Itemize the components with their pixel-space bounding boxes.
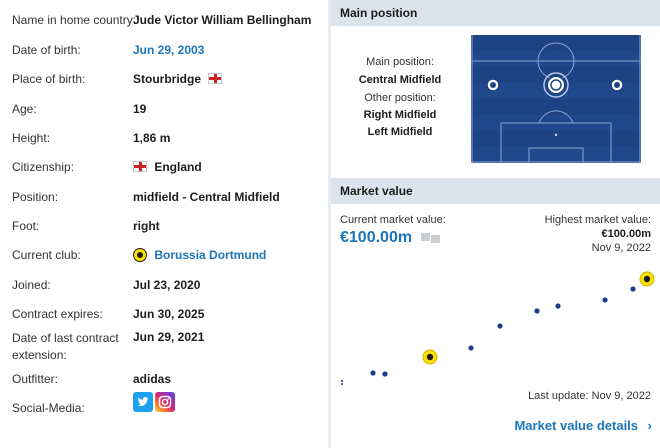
borussia-dortmund-crest-icon[interactable] (133, 248, 147, 262)
label-last-contract-extension-line1: Date of last contract (12, 331, 119, 345)
label-foot: Foot: (12, 219, 40, 233)
date-of-birth-link[interactable]: Jun 29, 2003 (133, 43, 205, 57)
market-value-header: Market value (331, 178, 660, 204)
label-social-media: Social-Media: (12, 401, 85, 415)
citizenship-text: England (154, 160, 202, 174)
label-height: Height: (12, 131, 51, 145)
value-age: 19 (133, 102, 147, 116)
label-contract-expires: Contract expires: (12, 307, 103, 321)
other-position-value-2: Left Midfield (367, 126, 433, 138)
pitch-stripe (471, 51, 641, 67)
value-position: midfield - Central Midfield (133, 190, 280, 204)
main-position-label: Main position: (366, 56, 434, 68)
current-club-value: Borussia Dortmund (133, 248, 266, 262)
label-name-home-country: Name in home country: (12, 13, 137, 27)
value-last-contract-extension: Jun 29, 2021 (133, 330, 205, 344)
place-of-birth-value: Stourbridge (133, 72, 223, 86)
chart-point-club-change[interactable] (422, 349, 438, 365)
chart-point[interactable] (341, 383, 343, 385)
label-date-of-birth: Date of birth: (12, 43, 81, 57)
value-contract-expires: Jun 30, 2025 (133, 307, 205, 321)
other-position-label: Other position: (364, 92, 436, 104)
chart-point[interactable] (468, 345, 474, 351)
market-value-chart[interactable] (331, 260, 660, 390)
label-last-contract-extension-line2: extension: (12, 348, 67, 362)
value-height: 1,86 m (133, 131, 171, 145)
place-of-birth-text: Stourbridge (133, 72, 201, 86)
label-current-club: Current club: (12, 248, 81, 262)
label-citizenship: Citizenship: (12, 160, 75, 174)
pitch-stripe (471, 147, 641, 163)
label-age: Age: (12, 102, 37, 116)
chart-point-current-club-core (643, 275, 651, 283)
last-update: Last update: Nov 9, 2022 (528, 390, 651, 402)
label-joined: Joined: (12, 278, 51, 292)
label-last-contract-extension: Date of last contract extension: (12, 330, 119, 364)
goal-area (528, 147, 584, 163)
label-position: Position: (12, 190, 59, 204)
compare-icon-part (421, 233, 430, 241)
main-position-header: Main position (331, 0, 660, 26)
other-position-value-1: Right Midfield (363, 109, 437, 121)
compare-icon[interactable] (421, 231, 441, 243)
compare-icon-part (431, 235, 440, 243)
chevron-right-icon: › (647, 418, 652, 433)
england-flag-icon (133, 161, 147, 172)
other-position-marker-left-core (490, 82, 496, 88)
market-value-panel: Current market value: €100.00m Highest m… (331, 204, 660, 448)
citizenship-value: England (133, 160, 202, 174)
current-market-value-label: Current market value: (340, 214, 446, 226)
chart-point[interactable] (534, 308, 540, 314)
highest-market-value: €100.00m (601, 228, 651, 240)
label-place-of-birth: Place of birth: (12, 72, 86, 86)
highest-market-value-label: Highest market value: (544, 214, 651, 226)
chart-point-club-change-core (426, 353, 434, 361)
other-position-marker-right-core (614, 82, 620, 88)
main-position-header-title: Main position (340, 6, 418, 20)
chart-point-current-club[interactable] (639, 271, 655, 287)
main-position-value: Central Midfield (358, 74, 442, 86)
main-position-marker-inner (550, 79, 562, 91)
main-position-panel: Main position: Central Midfield Other po… (331, 26, 660, 179)
player-data-card: Name in home country: Jude Victor Willia… (0, 0, 328, 448)
main-position-marker-ring-outer (543, 72, 569, 98)
pitch-diagram (471, 35, 641, 163)
penalty-spot (554, 133, 558, 137)
label-outfitter: Outfitter: (12, 372, 59, 386)
twitter-icon[interactable] (133, 392, 153, 412)
chart-point[interactable] (602, 297, 608, 303)
value-name-home-country: Jude Victor William Bellingham (133, 13, 312, 27)
highest-market-value-date: Nov 9, 2022 (591, 242, 651, 254)
value-foot: right (133, 219, 160, 233)
current-market-value: €100.00m (340, 229, 413, 246)
england-flag-icon (208, 73, 223, 84)
market-value-details-text: Market value details (514, 418, 639, 433)
market-value-details-link[interactable]: Market value details › (514, 418, 652, 433)
market-value-header-title: Market value (340, 184, 413, 198)
value-joined: Jul 23, 2020 (133, 278, 201, 292)
chart-point[interactable] (341, 380, 343, 382)
chart-point[interactable] (370, 370, 376, 376)
chart-point[interactable] (382, 371, 388, 377)
social-media-links (133, 392, 175, 412)
chart-point[interactable] (497, 323, 503, 329)
chart-point[interactable] (630, 286, 636, 292)
current-club-link[interactable]: Borussia Dortmund (154, 248, 267, 262)
chart-point[interactable] (555, 303, 561, 309)
instagram-icon[interactable] (155, 392, 175, 412)
penalty-arc (538, 110, 574, 124)
value-outfitter: adidas (133, 372, 172, 386)
